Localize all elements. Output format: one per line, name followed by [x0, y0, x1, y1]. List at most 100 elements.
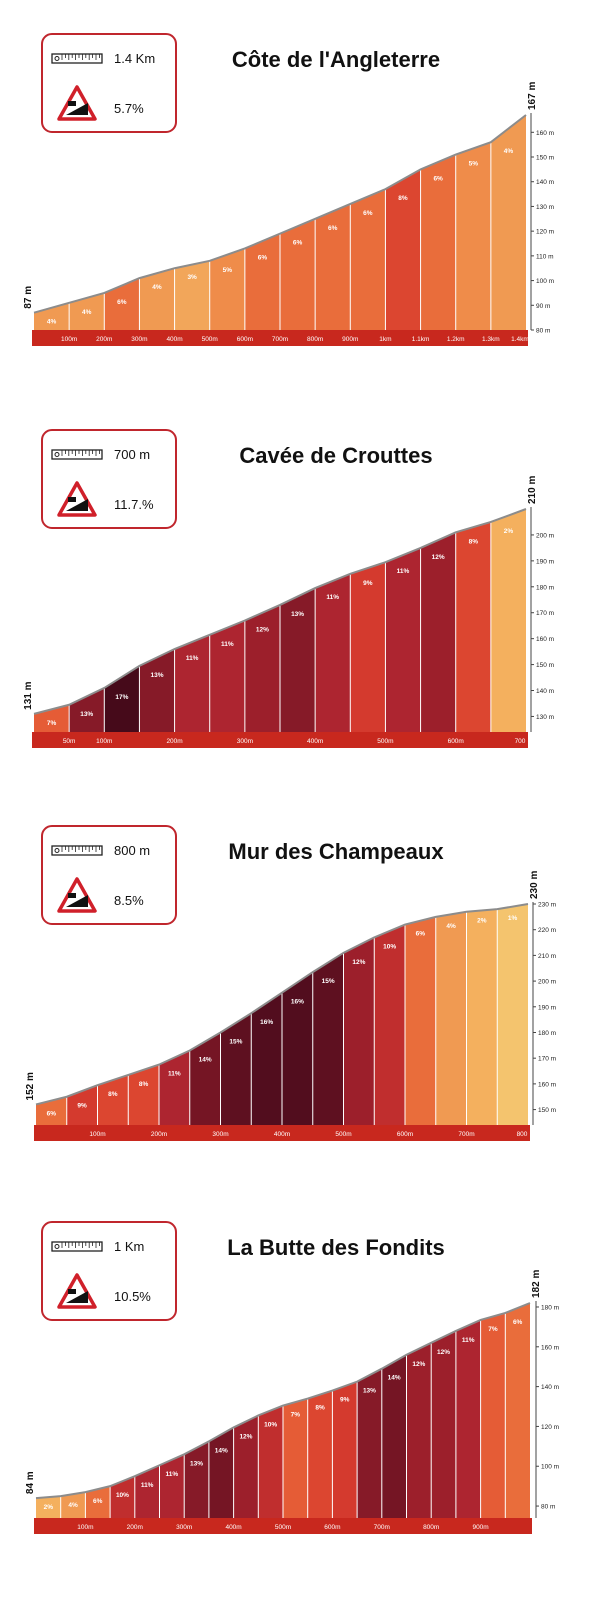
y-tick-label: 190 m — [538, 1004, 556, 1011]
y-tick-label: 140 m — [536, 688, 554, 695]
profile-segment — [455, 142, 491, 330]
segment-grade-label: 9% — [340, 1397, 350, 1404]
segment-grade-label: 12% — [239, 1433, 252, 1440]
x-tick-label: 1km — [379, 336, 391, 343]
ruler-body — [51, 845, 103, 856]
segment-grade-label: 4% — [504, 148, 514, 155]
y-tick-label: 160 m — [536, 636, 554, 643]
segment-grade-label: 6% — [363, 210, 373, 217]
y-tick-label: 210 m — [538, 953, 556, 960]
segment-grade-label: 6% — [93, 1498, 103, 1505]
segment-grade-label: 4% — [47, 319, 57, 326]
x-tick-label: 900m — [472, 1524, 488, 1531]
y-tick-label: 130 m — [536, 204, 554, 211]
profile-segment — [85, 1486, 111, 1518]
profile-line — [35, 903, 529, 1106]
segment-grade-label: 6% — [47, 1110, 57, 1117]
profile-segment — [251, 992, 282, 1125]
elevation-axis: 80 m 90 m 100 m 110 m 120 m 130 m 140 m 150 m 16… — [530, 113, 554, 335]
y-tick-label: 160 m — [538, 1081, 556, 1088]
x-tick-label: 500m — [202, 336, 218, 343]
y-tick-label: 170 m — [538, 1056, 556, 1063]
y-tick-label: 160 m — [541, 1344, 559, 1351]
y-tick-label: 140 m — [541, 1384, 559, 1391]
profile-segment — [315, 573, 351, 732]
profile-segment — [431, 1330, 456, 1518]
y-tick-label: 170 m — [536, 610, 554, 617]
y-tick-label: 100 m — [541, 1464, 559, 1471]
y-tick-label: 120 m — [536, 229, 554, 236]
elevation-axis: 80 m 100 m 120 m 140 m 160 m 180 m — [535, 1301, 559, 1518]
x-tick-label: 300m — [212, 1131, 228, 1138]
y-tick-label: 200 m — [536, 532, 554, 539]
profile-line — [33, 114, 527, 314]
ruler-icon — [51, 1241, 103, 1252]
sign-car — [68, 101, 76, 106]
profile-segment — [128, 1064, 159, 1125]
max-gradient-value: 10.5% — [114, 1289, 151, 1304]
segment-grade-label: 7% — [488, 1326, 498, 1333]
y-tick-label: 230 m — [538, 902, 556, 909]
segment-grade-label: 17% — [115, 694, 128, 701]
sign-car — [68, 1289, 76, 1294]
profile-segment — [159, 1454, 185, 1518]
segment-grade-label: 10% — [383, 943, 396, 950]
ruler-hole — [54, 56, 60, 61]
distance-value: 1.4 Km — [114, 51, 155, 66]
profile-segment — [209, 620, 245, 732]
end-elevation-label: 182 m — [531, 1270, 542, 1298]
sign-slope — [66, 895, 88, 907]
y-tick-label: 100 m — [536, 278, 554, 285]
x-tick-label: 50m — [63, 738, 76, 745]
y-tick-label: 120 m — [541, 1424, 559, 1431]
profile-segment — [184, 1441, 209, 1518]
x-tick-label: 600m — [237, 336, 253, 343]
profile-segment — [282, 972, 313, 1125]
chart-title: La Butte des Fondits — [227, 1235, 445, 1260]
sign-car — [68, 893, 76, 898]
profile-segment — [134, 1465, 160, 1518]
x-tick-label: 600m — [324, 1524, 340, 1531]
distance-value: 1 Km — [114, 1239, 144, 1254]
segment-grade-label: 11% — [186, 655, 199, 662]
start-elevation-label: 84 m — [25, 1471, 36, 1494]
ruler-hole — [54, 1244, 60, 1249]
profile-segment — [350, 562, 386, 732]
sign-slope — [66, 499, 88, 511]
segment-grade-label: 6% — [416, 931, 426, 938]
distance-bar: 50m 100m 200m 300m 400m 500m 600m 700 — [32, 732, 528, 748]
profile-segment — [280, 218, 316, 330]
segment-grade-label: 3% — [187, 274, 197, 281]
x-tick-label: 200m — [96, 336, 112, 343]
y-tick-label: 150 m — [536, 155, 554, 162]
profile-segment — [312, 952, 344, 1125]
y-tick-label: 150 m — [538, 1107, 556, 1114]
y-tick-label: 180 m — [541, 1304, 559, 1311]
chart-title: Mur des Champeaux — [228, 839, 444, 864]
chart-title: Cavée de Crouttes — [239, 443, 432, 468]
gradient-sign-icon — [57, 85, 97, 121]
y-tick-label: 180 m — [536, 584, 554, 591]
segment-grade-label: 9% — [363, 580, 373, 587]
segment-grade-label: 9% — [77, 1103, 87, 1110]
climb-panel-4: 1 Km 10.5% La Butte des Fondits 2% 4% 6% 10% 11… — [25, 1221, 559, 1534]
info-box: 800 m 8.5% — [41, 825, 177, 925]
segment-grade-label: 8% — [139, 1081, 149, 1088]
profile-segment — [69, 292, 105, 330]
max-gradient-value: 11.7.% — [114, 497, 154, 512]
distance-bar-strip — [32, 330, 528, 346]
x-tick-label: 1.1km — [412, 336, 430, 343]
segment-grade-label: 2% — [44, 1504, 54, 1511]
profile-segment — [233, 1415, 259, 1518]
profile-segment — [455, 1319, 481, 1518]
sign-slope — [66, 1291, 88, 1303]
profile-segment — [455, 521, 491, 732]
profile-segment — [497, 904, 528, 1125]
segment-grade-label: 16% — [260, 1019, 273, 1026]
profile-segment — [159, 1050, 190, 1125]
segment-grade-label: 4% — [446, 923, 456, 930]
profile-segment — [280, 588, 316, 732]
segment-grade-label: 11% — [462, 1337, 475, 1344]
segment-grade-label: 13% — [150, 672, 163, 679]
segment-grade-label: 6% — [328, 225, 338, 232]
